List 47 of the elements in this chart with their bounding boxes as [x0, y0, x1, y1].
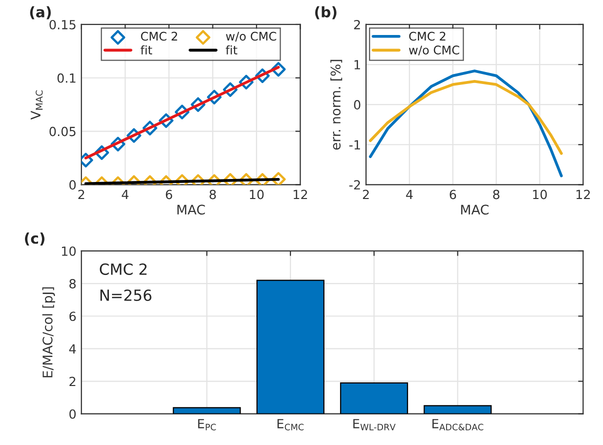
- x-axis-title: MAC: [461, 204, 489, 215]
- y-tick-label: 4: [69, 344, 76, 354]
- x-tick-label: 4: [406, 190, 413, 200]
- y-tick-label: 8: [69, 279, 76, 288]
- y-tick-label: 2: [354, 20, 360, 30]
- legend-label: fit: [226, 45, 238, 54]
- x-tick-label: E$_{PC}$: [198, 419, 216, 430]
- x-tick-label: 8: [210, 190, 216, 200]
- x-tick-label: 2: [362, 190, 369, 200]
- y-tick-label: -2: [349, 180, 360, 190]
- y-tick-label: 10: [62, 246, 76, 256]
- y-axis-title: V$_{MAC}$: [30, 90, 43, 120]
- y-tick-label: 0: [69, 409, 76, 419]
- chart-title: (a): [30, 6, 51, 20]
- y-tick-label: 0: [69, 180, 76, 190]
- y-tick-label: 1: [354, 60, 360, 70]
- x-tick-label: 4: [122, 190, 128, 200]
- chart-title: (b): [315, 6, 336, 20]
- y-tick-label: 0.15: [50, 20, 76, 30]
- legend-label: CMC 2: [141, 32, 178, 41]
- x-tick-label: 6: [166, 190, 172, 200]
- y-tick-label: 0.1: [57, 73, 76, 83]
- y-tick-label: -1: [349, 140, 360, 150]
- x-tick-label: 10: [250, 190, 264, 200]
- x-axis-title: MAC: [177, 204, 205, 215]
- y-tick-label: 2: [70, 376, 76, 386]
- y-tick-label: 6: [69, 312, 76, 322]
- x-tick-label: 12: [576, 190, 590, 200]
- y-tick-label: 0.05: [50, 126, 76, 136]
- legend-label: w/o CMC: [226, 32, 276, 42]
- x-tick-label: E$_{CMC}$: [278, 419, 304, 430]
- x-tick-label: 2: [78, 190, 84, 200]
- x-tick-label: 8: [493, 190, 500, 200]
- y-tick-label: 0: [354, 100, 360, 110]
- text: CMC 2: [100, 263, 147, 275]
- x-tick-label: 6: [450, 190, 456, 200]
- text: (c): [24, 232, 44, 246]
- text: N=256: [100, 289, 152, 302]
- y-axis-title: E/MAC/col [pJ]: [42, 287, 56, 378]
- legend-label: w/o CMC: [409, 46, 460, 56]
- x-tick-label: 12: [294, 190, 307, 200]
- x-tick-label: E$_{ADC&DAC}$: [432, 419, 484, 430]
- legend-label: fit: [140, 45, 152, 54]
- legend-label: CMC 2: [409, 32, 446, 41]
- x-tick-label: E$_{WL-DRV}$: [353, 419, 396, 430]
- x-tick-label: 10: [533, 190, 547, 200]
- y-axis-title: err. norm. [%]: [330, 60, 342, 150]
